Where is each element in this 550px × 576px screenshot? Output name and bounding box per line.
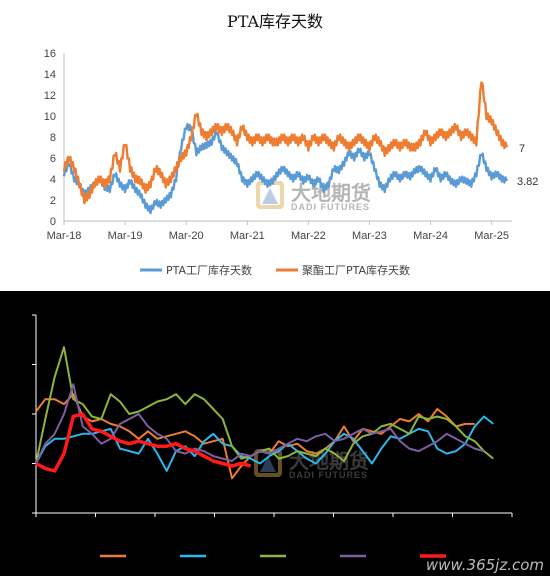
bottom-chart-panel: 大地期货 DADI FUTURES www.365jz.com bbox=[0, 291, 550, 576]
x-tick-label: Mar-22 bbox=[291, 230, 326, 242]
top-series-group bbox=[62, 81, 509, 215]
x-tick-label: Mar-24 bbox=[413, 230, 448, 242]
watermark-cn-text: 大地期货 bbox=[291, 181, 371, 205]
x-tick-label: Mar-21 bbox=[230, 230, 265, 242]
bottom-series-line bbox=[35, 412, 252, 473]
bottom-series-group bbox=[35, 346, 494, 480]
legend-label: PTA工厂库存天数 bbox=[166, 263, 252, 277]
orange-end-label: 7 bbox=[519, 143, 525, 155]
y-tick-label: 0 bbox=[50, 216, 56, 228]
watermark-en-text-bottom: DADI FUTURES bbox=[289, 470, 368, 480]
bottom-series-line bbox=[35, 346, 494, 464]
blue-end-label: 3.82 bbox=[517, 176, 538, 188]
series-line-polyester-factory bbox=[62, 81, 509, 205]
legend: PTA工厂库存天数 聚酯工厂PTA库存天数 bbox=[140, 263, 410, 277]
website-watermark: www.365jz.com bbox=[426, 556, 544, 574]
x-tick-label: Mar-19 bbox=[108, 230, 143, 242]
x-tick-label: Mar-25 bbox=[474, 230, 509, 242]
y-tick-label: 2 bbox=[50, 195, 56, 207]
bottom-chart: 大地期货 DADI FUTURES www.365jz.com bbox=[32, 314, 544, 574]
y-tick-label: 4 bbox=[50, 174, 56, 186]
dadi-logo-watermark: 大地期货 DADI FUTURES bbox=[256, 181, 371, 212]
bottom-series-line bbox=[35, 415, 494, 472]
chart-title: PTA库存天数 bbox=[227, 12, 323, 31]
y-tick-label: 6 bbox=[50, 153, 56, 165]
top-axes: 0 2 4 6 8 10 12 14 16 Mar-18 Mar-19 Mar-20 Mar-21 Mar… bbox=[44, 48, 512, 242]
dadi-logo-icon bbox=[256, 181, 284, 209]
x-tick-label: Mar-18 bbox=[47, 230, 82, 242]
top-chart: PTA库存天数 大地期货 DADI FUTURES 0 2 4 6 8 10 12 14 16 M… bbox=[44, 12, 539, 277]
bottom-axes bbox=[32, 314, 513, 517]
y-tick-label: 10 bbox=[44, 111, 56, 123]
bottom-series-line bbox=[35, 383, 485, 464]
y-tick-label: 8 bbox=[50, 132, 56, 144]
y-tick-label: 16 bbox=[44, 48, 56, 60]
series-line-pta-factory bbox=[62, 122, 509, 215]
watermark-en-text: DADI FUTURES bbox=[291, 202, 370, 212]
legend-label: 聚酯工厂PTA库存天数 bbox=[302, 263, 410, 277]
x-tick-label: Mar-23 bbox=[352, 230, 387, 242]
x-tick-label: Mar-20 bbox=[169, 230, 204, 242]
y-tick-label: 14 bbox=[44, 69, 56, 81]
y-tick-label: 12 bbox=[44, 90, 56, 102]
top-chart-panel: PTA库存天数 大地期货 DADI FUTURES 0 2 4 6 8 10 12 14 16 M… bbox=[43, 12, 539, 277]
